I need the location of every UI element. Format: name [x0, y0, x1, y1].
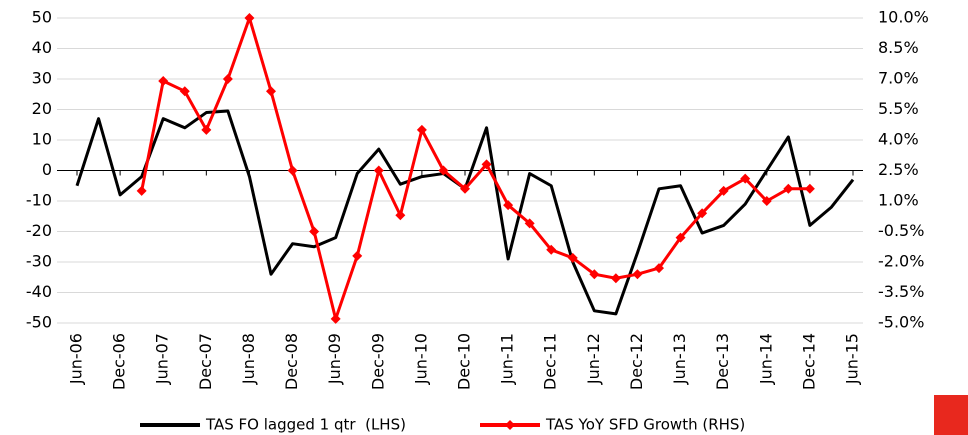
x-tick-label: Dec-08: [282, 333, 301, 390]
point-marker: [610, 273, 621, 284]
point-marker: [718, 185, 729, 196]
y2-tick-label: -3.5%: [878, 282, 924, 301]
point-marker: [179, 86, 190, 97]
x-tick-label: Jun-08: [239, 333, 258, 385]
x-tick-label: Jun-07: [153, 333, 172, 385]
x-tick-label: Jun-11: [498, 333, 517, 385]
point-marker: [524, 218, 535, 229]
point-marker: [244, 13, 255, 23]
y-tick-label: -20: [26, 221, 52, 240]
point-marker: [438, 165, 449, 176]
x-tick-label: Jun-14: [756, 333, 775, 385]
point-marker: [783, 183, 794, 194]
y-tick-label: -50: [26, 313, 52, 332]
logo-icon: [934, 395, 968, 435]
point-marker: [222, 74, 233, 84]
legend-label: TAS FO lagged 1 qtr (LHS): [205, 416, 406, 434]
y2-tick-label: 2.5%: [878, 160, 919, 179]
x-tick-label: Dec-12: [627, 333, 646, 390]
x-tick-label: Dec-10: [455, 333, 474, 390]
legend-label: TAS YoY SFD Growth (RHS): [545, 416, 745, 434]
y2-tick-label: 8.5%: [878, 38, 919, 57]
series-line: [140, 16, 810, 321]
point-marker: [675, 232, 686, 243]
y-tick-label: 10: [32, 130, 52, 149]
point-marker: [266, 86, 276, 97]
y-tick-label: 20: [32, 99, 52, 118]
y2-tick-label: -2.0%: [878, 252, 924, 271]
x-tick-label: Jun-06: [67, 333, 86, 385]
y-tick-label: -40: [26, 282, 52, 301]
point-marker: [740, 173, 751, 184]
y2-tick-label: 7.0%: [878, 69, 919, 88]
legend-marker: [505, 420, 515, 430]
point-marker: [460, 183, 470, 194]
point-marker: [654, 263, 664, 274]
point-marker: [395, 210, 406, 221]
y-tick-label: -10: [26, 191, 52, 210]
point-marker: [330, 313, 341, 324]
x-tick-label: Jun-15: [843, 333, 862, 385]
y-tick-label: 30: [32, 69, 52, 88]
point-marker: [309, 226, 320, 237]
y-tick-label: -30: [26, 252, 52, 271]
point-marker: [287, 165, 298, 176]
y2-tick-label: -0.5%: [878, 221, 924, 240]
y2-tick-label: 5.5%: [878, 99, 919, 118]
series-line: [75, 109, 855, 316]
point-marker: [546, 244, 557, 255]
y-tick-label: 0: [42, 160, 52, 179]
x-tick-label: Dec-13: [713, 333, 732, 390]
point-marker: [761, 196, 772, 206]
x-tick-label: Dec-11: [541, 333, 560, 390]
x-tick-label: Jun-09: [325, 333, 344, 385]
point-marker: [416, 124, 427, 135]
y2-tick-label: 4.0%: [878, 130, 919, 149]
point-marker: [201, 124, 212, 135]
x-tick-label: Dec-07: [196, 333, 215, 390]
point-marker: [352, 250, 363, 261]
point-marker: [158, 76, 169, 87]
x-tick-label: Dec-14: [799, 333, 818, 390]
x-tick-label: Jun-10: [411, 333, 430, 385]
point-marker: [804, 183, 815, 194]
y-tick-label: 50: [32, 8, 52, 27]
point-marker: [589, 269, 600, 280]
point-marker: [373, 165, 384, 176]
y2-tick-label: 10.0%: [878, 8, 929, 27]
point-marker: [632, 269, 643, 280]
y2-tick-label: -5.0%: [878, 313, 924, 332]
point-marker: [503, 200, 514, 211]
x-tick-label: Dec-09: [368, 333, 387, 390]
point-marker: [136, 185, 147, 196]
point-marker: [697, 208, 708, 219]
point-marker: [567, 252, 578, 263]
point-marker: [481, 159, 492, 170]
x-tick-label: Jun-13: [670, 333, 689, 385]
y2-tick-label: 1.0%: [878, 191, 919, 210]
x-tick-label: Jun-12: [584, 333, 603, 385]
x-tick-label: Dec-06: [110, 333, 129, 390]
y-tick-label: 40: [32, 38, 52, 57]
